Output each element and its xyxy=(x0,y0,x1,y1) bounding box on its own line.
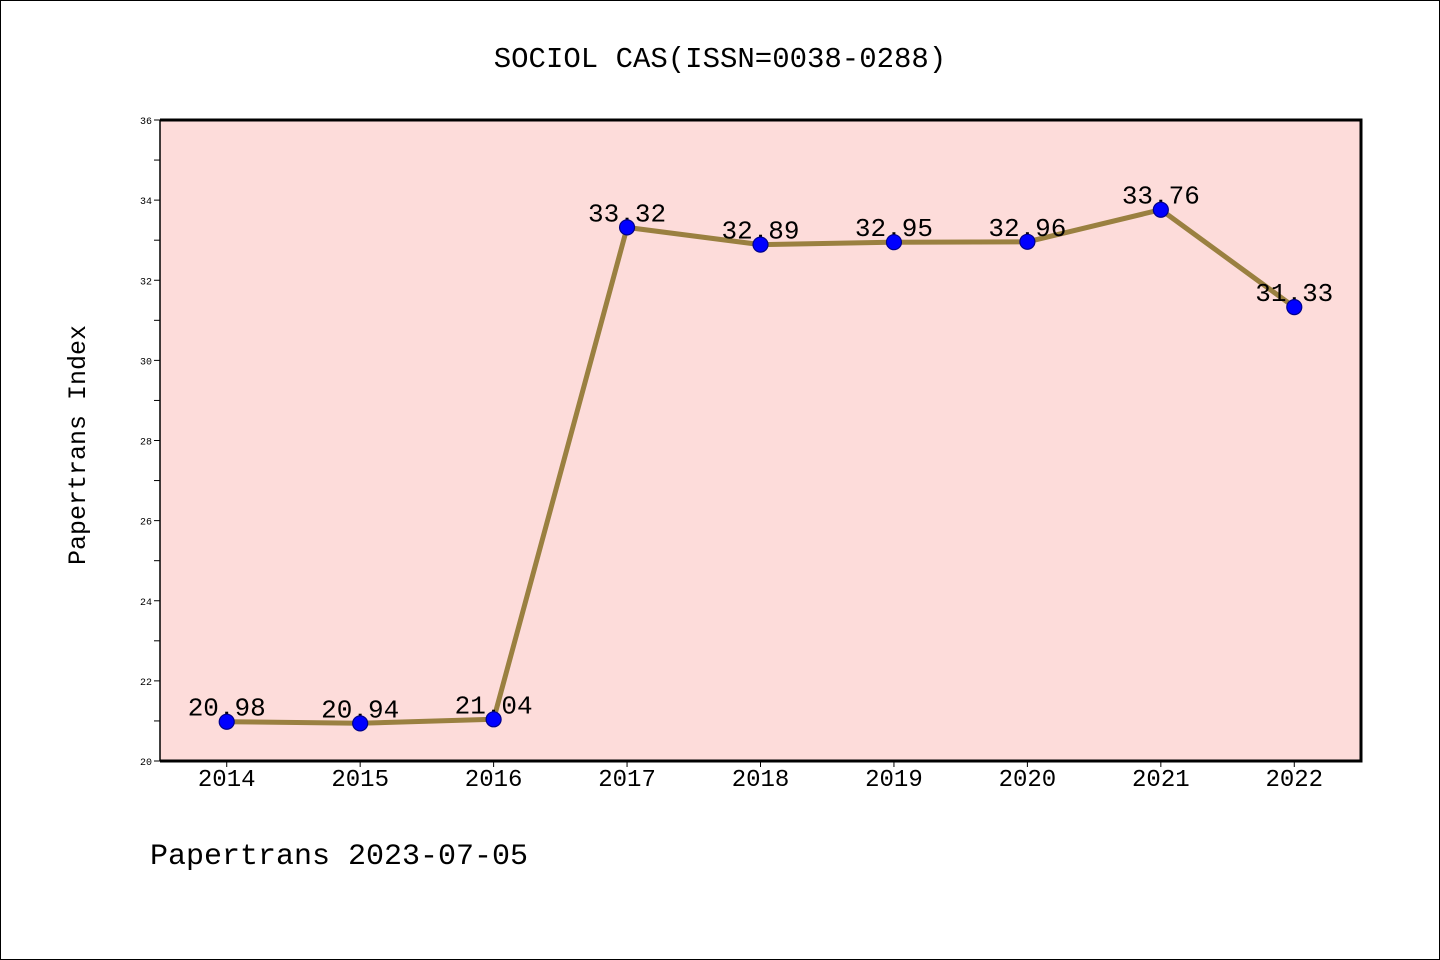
x-tick-label: 2016 xyxy=(465,767,523,794)
x-tick-label: 2014 xyxy=(198,767,256,794)
x-tick-label: 2020 xyxy=(999,767,1057,794)
data-point xyxy=(1286,298,1303,316)
data-point xyxy=(218,713,235,730)
y-tick-label: 22 xyxy=(140,678,152,689)
x-tick-label: 2017 xyxy=(598,767,656,794)
data-point xyxy=(752,236,769,253)
y-tick-label: 28 xyxy=(140,438,152,449)
data-point xyxy=(618,219,636,236)
x-tick-label: 2015 xyxy=(331,767,389,794)
x-tick-label: 2022 xyxy=(1265,767,1323,794)
y-tick-label: 24 xyxy=(140,598,152,609)
data-point xyxy=(1019,233,1036,250)
y-tick-label: 34 xyxy=(140,197,152,208)
y-tick-label: 32 xyxy=(140,277,152,288)
data-point xyxy=(1152,201,1169,218)
y-tick-label: 36 xyxy=(140,117,152,128)
x-tick-label: 2018 xyxy=(732,767,790,794)
data-point xyxy=(352,715,369,732)
data-point xyxy=(485,711,502,728)
data-point xyxy=(885,234,903,251)
y-tick-label: 30 xyxy=(140,357,152,368)
y-axis-label: Papertrans Index xyxy=(64,325,93,565)
footer-source-date: Papertrans 2023-07-05 xyxy=(150,840,528,874)
y-tick-label: 20 xyxy=(140,758,152,769)
plot-area xyxy=(160,120,1361,761)
x-tick-label: 2019 xyxy=(865,767,923,794)
chart-title: SOCIOL CAS(ISSN=0038-0288) xyxy=(494,43,946,76)
y-tick-label: 26 xyxy=(140,518,152,529)
x-tick-label: 2021 xyxy=(1132,767,1190,794)
